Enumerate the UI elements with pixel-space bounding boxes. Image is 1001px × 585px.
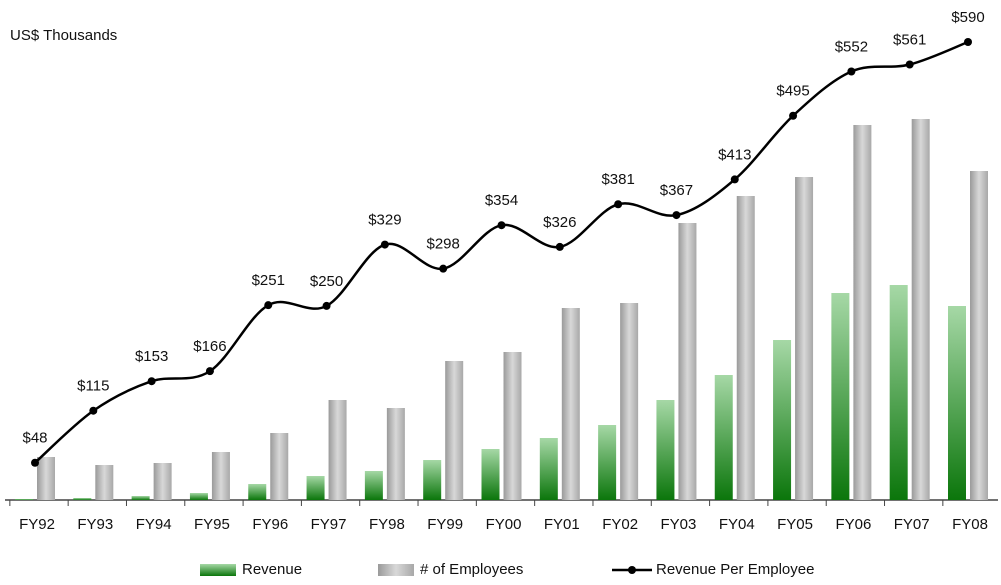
bar — [364, 471, 383, 500]
data-label: $413 — [718, 146, 751, 163]
data-label: $495 — [776, 83, 809, 100]
line-marker — [205, 367, 214, 376]
bar — [15, 499, 33, 500]
bar — [445, 361, 464, 500]
bar — [481, 449, 500, 500]
data-label: $381 — [601, 171, 634, 188]
line-marker — [89, 406, 98, 415]
data-label: $298 — [427, 236, 460, 253]
line-marker — [497, 221, 506, 230]
bar — [189, 493, 208, 500]
bar — [948, 306, 966, 500]
x-tick-label: FY97 — [311, 516, 347, 533]
x-tick-label: FY06 — [835, 516, 871, 533]
data-label: $561 — [893, 31, 926, 48]
legend-label: Revenue Per Employee — [656, 561, 814, 578]
data-label: $367 — [660, 182, 693, 199]
data-label: $153 — [135, 348, 168, 365]
bar — [539, 438, 558, 500]
bar — [73, 498, 92, 500]
legend-swatch — [200, 564, 236, 576]
x-tick-label: FY98 — [369, 516, 405, 533]
bar — [970, 171, 988, 500]
bar — [503, 352, 522, 500]
line-marker — [439, 264, 448, 273]
data-label: $250 — [310, 273, 343, 290]
line-marker — [555, 242, 564, 251]
line-marker — [380, 240, 389, 249]
data-label: $251 — [252, 272, 285, 289]
bar — [270, 433, 289, 500]
line-marker — [322, 301, 331, 310]
bar — [773, 340, 792, 500]
x-tick-label: FY93 — [77, 516, 113, 533]
x-tick-label: FY03 — [661, 516, 697, 533]
bar — [736, 196, 755, 500]
data-label: $326 — [543, 214, 576, 231]
bar — [714, 375, 733, 500]
bar — [656, 400, 675, 500]
bar — [248, 484, 267, 500]
bar — [95, 465, 114, 500]
bar — [131, 496, 150, 500]
bar — [853, 125, 872, 500]
legend-swatch — [628, 566, 636, 574]
data-label: $329 — [368, 212, 401, 229]
x-tick-label: FY01 — [544, 516, 580, 533]
bar — [328, 400, 347, 500]
bar — [211, 452, 230, 500]
x-tick-label: FY96 — [252, 516, 288, 533]
x-tick-label: FY08 — [952, 516, 988, 533]
data-label: $552 — [835, 38, 868, 55]
bar — [561, 308, 580, 500]
bar — [37, 457, 55, 500]
data-label: $354 — [485, 192, 518, 209]
line-marker — [730, 175, 739, 184]
chart-title: US$ Thousands — [10, 27, 117, 44]
x-tick-label: FY02 — [602, 516, 638, 533]
bar — [598, 425, 617, 500]
bar — [678, 223, 697, 500]
line-marker — [847, 67, 856, 76]
data-label: $590 — [951, 9, 984, 26]
x-tick-label: FY00 — [486, 516, 522, 533]
x-tick-label: FY99 — [427, 516, 463, 533]
data-label: $48 — [22, 430, 47, 447]
legend-label: # of Employees — [420, 561, 523, 578]
line-marker — [905, 60, 914, 69]
line-marker — [672, 211, 681, 220]
x-tick-label: FY94 — [136, 516, 172, 533]
x-tick-label: FY07 — [894, 516, 930, 533]
x-tick-label: FY04 — [719, 516, 755, 533]
legend-label: Revenue — [242, 561, 302, 578]
data-label: $115 — [77, 378, 109, 395]
line-marker — [31, 458, 39, 467]
line-marker — [964, 38, 972, 46]
bar — [911, 119, 930, 500]
line — [34, 40, 969, 464]
bar — [423, 460, 442, 500]
line-marker — [789, 111, 798, 120]
x-tick-label: FY05 — [777, 516, 813, 533]
x-tick-label: FY92 — [19, 516, 55, 533]
line-marker — [264, 301, 273, 310]
bar — [153, 463, 172, 500]
line-marker — [614, 200, 623, 209]
bar — [306, 476, 325, 500]
line-marker — [147, 377, 156, 386]
bar — [386, 408, 405, 500]
bar — [831, 293, 850, 500]
bar — [889, 285, 908, 500]
x-tick-label: FY95 — [194, 516, 230, 533]
bar — [620, 303, 639, 500]
bar — [795, 177, 814, 500]
legend-swatch — [378, 564, 414, 576]
data-label: $166 — [193, 338, 226, 355]
